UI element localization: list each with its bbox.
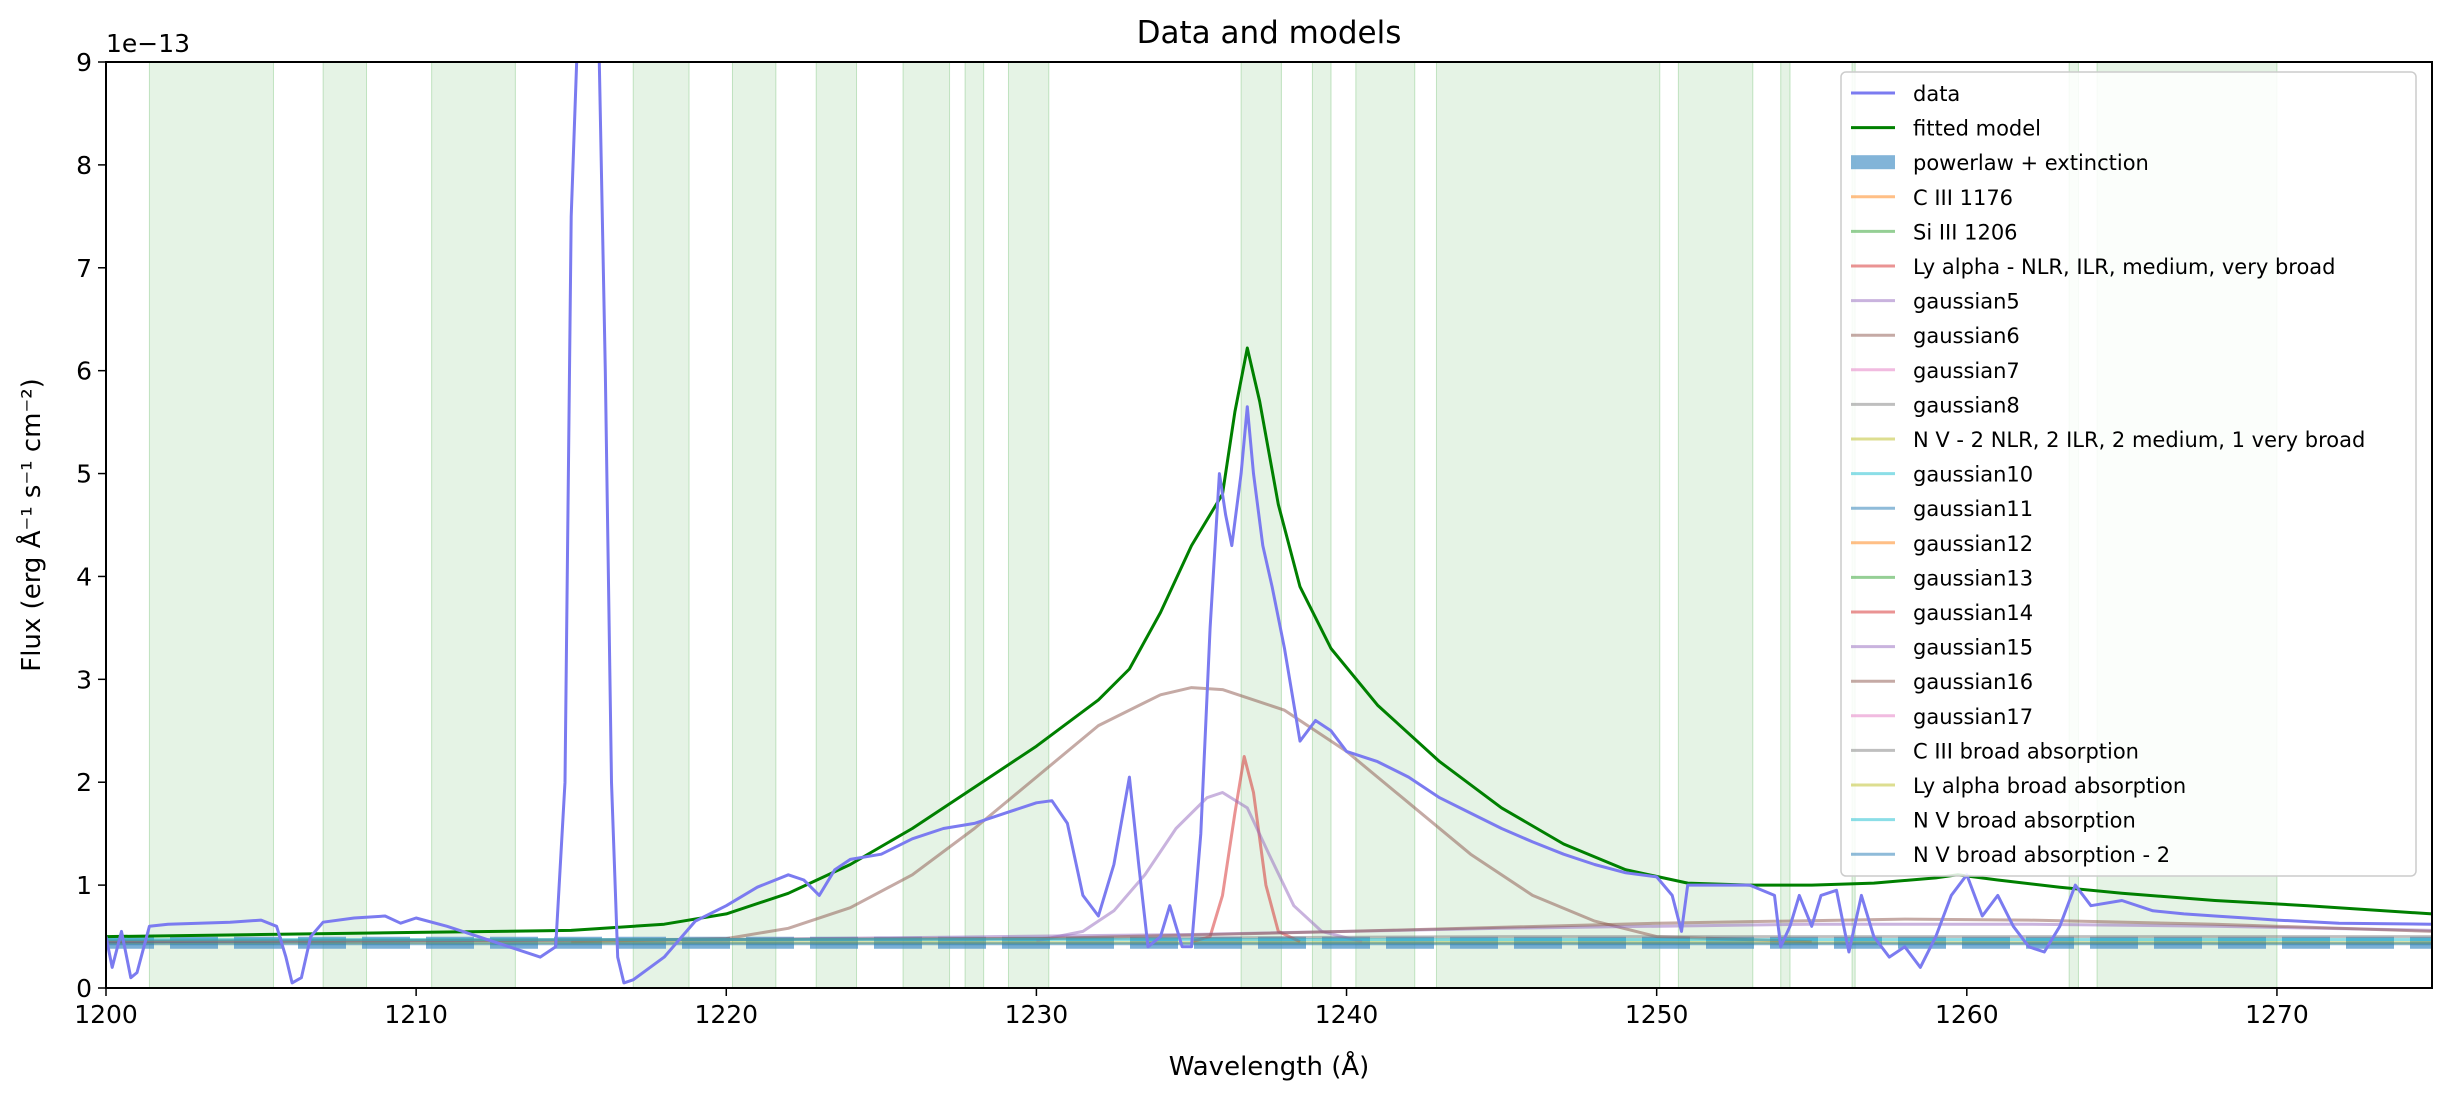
series-data (106, 62, 2432, 985)
fit-region (1677, 62, 1754, 988)
fit-region (964, 62, 985, 988)
y-tick-label: 4 (76, 562, 92, 591)
legend-label: gaussian13 (1913, 566, 2033, 590)
legend-label: powerlaw + extinction (1913, 151, 2149, 175)
series-gaussian6 (571, 686, 1812, 944)
plot-frame (105, 61, 2433, 989)
series-lines (106, 62, 2432, 985)
legend-label: C III 1176 (1913, 186, 2013, 210)
fit-region (1355, 62, 1416, 988)
series-ly-alpha-nlr-ilr-medium-very-broad (1191, 755, 1301, 944)
fit-region (632, 62, 690, 988)
fit-region (148, 62, 274, 988)
y-tick-label: 8 (76, 151, 92, 180)
legend-box (1840, 71, 2417, 877)
legend: data fitted model powerlaw + extinction C I… (1840, 71, 2417, 877)
legend-label: gaussian15 (1913, 636, 2033, 660)
legend-label: gaussian11 (1913, 497, 2033, 521)
legend-label: gaussian12 (1913, 532, 2033, 556)
y-tick-label: 7 (76, 254, 92, 283)
legend-label: C III broad absorption (1913, 739, 2139, 763)
fit-region (431, 62, 516, 988)
legend-label: fitted model (1913, 117, 2041, 141)
x-tick-label: 1240 (1315, 1000, 1379, 1029)
legend-label: gaussian6 (1913, 324, 2020, 348)
x-tick-label: 1210 (384, 1000, 448, 1029)
legend-label: N V broad absorption - 2 (1913, 843, 2170, 867)
legend-swatch (1851, 155, 1895, 170)
legend-label: Ly alpha broad absorption (1913, 774, 2186, 798)
y-axis-label: Flux (erg Å⁻¹ s⁻¹ cm⁻²) (15, 378, 47, 672)
legend-label: gaussian5 (1913, 290, 2020, 314)
legend-label: gaussian7 (1913, 359, 2020, 383)
chart-title: Data and models (1137, 15, 1402, 51)
y-tick-label: 2 (76, 768, 92, 797)
x-tick-label: 1200 (74, 1000, 138, 1029)
y-offset-label: 1e−13 (106, 29, 190, 58)
fit-region (731, 62, 777, 988)
x-axis-ticks: 1200 1210 1220 1230 1240 1250 1260 1270 (74, 988, 2309, 1029)
y-tick-label: 5 (76, 460, 92, 489)
x-tick-label: 1260 (1935, 1000, 1999, 1029)
legend-label: data (1913, 82, 1960, 106)
legend-label: gaussian10 (1913, 463, 2033, 487)
fit-region (1311, 62, 1332, 988)
fit-region (815, 62, 858, 988)
fit-regions (148, 62, 2278, 988)
legend-label: Ly alpha - NLR, ILR, medium, very broad (1913, 255, 2336, 279)
x-tick-label: 1250 (1625, 1000, 1689, 1029)
fit-region (1007, 62, 1050, 988)
x-axis-label: Wavelength (Å) (1169, 1050, 1370, 1082)
series-gaussian5 (1036, 791, 1363, 944)
y-axis-ticks: 0 1 2 3 4 5 6 7 8 9 (76, 48, 106, 1003)
x-tick-label: 1230 (1005, 1000, 1069, 1029)
fit-region (1780, 62, 1791, 988)
fit-region (902, 62, 951, 988)
legend-label: N V - 2 NLR, 2 ILR, 2 medium, 1 very bro… (1913, 428, 2365, 452)
y-tick-label: 6 (76, 357, 92, 386)
y-tick-label: 1 (76, 871, 92, 900)
legend-label: N V broad absorption (1913, 809, 2136, 833)
y-tick-label: 9 (76, 48, 92, 77)
x-tick-label: 1220 (694, 1000, 758, 1029)
legend-label: gaussian14 (1913, 601, 2033, 625)
legend-label: gaussian17 (1913, 705, 2033, 729)
legend-label: gaussian16 (1913, 670, 2033, 694)
legend-label: gaussian8 (1913, 393, 2020, 417)
legend-label: Si III 1206 (1913, 220, 2018, 244)
y-tick-label: 0 (76, 974, 92, 1003)
x-tick-label: 1270 (2245, 1000, 2309, 1029)
fit-region (322, 62, 368, 988)
y-tick-label: 3 (76, 665, 92, 694)
